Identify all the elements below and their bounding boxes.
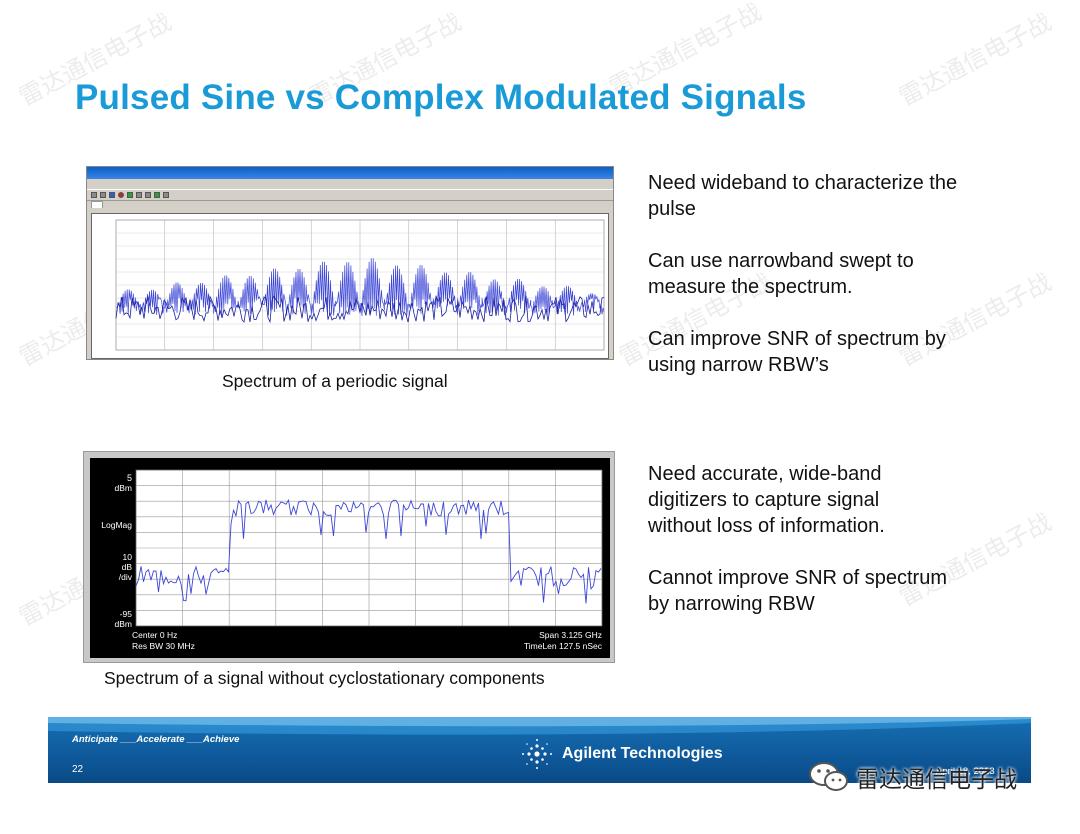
footer-swoosh xyxy=(48,717,1031,735)
periodic-trace xyxy=(115,258,605,317)
bullet-narrowband: Can use narrowband swept to measure the … xyxy=(648,250,914,298)
noncyclo-spectrum-svg: 5 dBm LogMag 10 dB /div -95 dBm Center 0… xyxy=(101,469,603,651)
analyzer-toolbar xyxy=(87,189,613,201)
toolbar-icon xyxy=(91,192,97,198)
agilent-spark-icon xyxy=(522,739,552,769)
noncyclo-caption: Spectrum of a signal without cyclostatio… xyxy=(104,668,545,688)
wechat-account-name: 雷达通信电子战 xyxy=(856,766,1017,792)
footer-tagline: Anticipate ___Accelerate ___Achieve xyxy=(72,734,240,745)
bullet-cannot-improve: Cannot improve SNR of spectrum by narrow… xyxy=(648,567,948,615)
scale-name-label: LogMag xyxy=(101,520,132,530)
noncyclo-trace xyxy=(135,498,602,604)
slide-date: April 18, 2013 xyxy=(936,766,995,777)
top-value-label: 5 xyxy=(127,473,132,483)
watermark: 雷达通信电子战 xyxy=(894,8,1056,112)
footer-banner: Anticipate ___Accelerate ___Achieve 22 A… xyxy=(48,717,1031,783)
analyzer-menubar xyxy=(87,179,613,189)
bullet-digitizers: Need accurate, wide-band digitizers to c… xyxy=(648,463,885,537)
noncyclo-plot-frame: 5 dBm LogMag 10 dB /div -95 dBm Center 0… xyxy=(90,458,610,658)
timelen-label: TimeLen 127.5 nSec xyxy=(524,641,603,651)
toolbar-icon xyxy=(145,192,151,198)
analyzer-titlebar xyxy=(87,167,613,179)
periodic-spectrum-screenshot: ​ xyxy=(86,166,614,360)
wechat-icon xyxy=(809,762,848,791)
toolbar-icon xyxy=(109,192,115,198)
record-icon xyxy=(118,192,124,198)
wechat-overlay: 雷达通信电子战 xyxy=(808,760,1017,794)
periodic-noise-trace xyxy=(115,295,605,324)
center-label: Center 0 Hz xyxy=(132,630,177,640)
periodic-caption: Spectrum of a periodic signal xyxy=(222,371,448,391)
div-unit-label: dB xyxy=(122,562,133,572)
slide-title: Pulsed Sine vs Complex Modulated Signals xyxy=(75,78,807,117)
top-unit-label: dBm xyxy=(115,483,132,493)
bullet-wideband: Need wideband to characterize the pulse xyxy=(648,172,958,220)
toolbar-icon xyxy=(127,192,133,198)
bottom-unit-label: dBm xyxy=(115,619,132,629)
noncyclo-spectrum-screenshot: 5 dBm LogMag 10 dB /div -95 dBm Center 0… xyxy=(83,451,615,663)
resbw-label: Res BW 30 MHz xyxy=(132,641,195,651)
agilent-logo: Agilent Technologies xyxy=(520,737,723,771)
page-number: 22 xyxy=(72,764,84,775)
toolbar-icon xyxy=(154,192,160,198)
bullet-snr-rbw: Can improve SNR of spectrum by using nar… xyxy=(648,328,946,376)
bottom-value-label: -95 xyxy=(120,609,133,619)
trace-tab: ​ xyxy=(91,201,103,208)
div-value-label: 10 xyxy=(123,552,133,562)
toolbar-icon xyxy=(100,192,106,198)
span-label: Span 3.125 GHz xyxy=(539,630,602,640)
toolbar-icon xyxy=(163,192,169,198)
toolbar-icon xyxy=(136,192,142,198)
periodic-spectrum-plot xyxy=(91,213,609,359)
company-name: Agilent Technologies xyxy=(562,745,723,762)
periodic-spectrum-svg xyxy=(115,219,605,351)
analyzer-tabrow: ​ xyxy=(87,201,613,211)
div-unit2-label: /div xyxy=(119,572,133,582)
